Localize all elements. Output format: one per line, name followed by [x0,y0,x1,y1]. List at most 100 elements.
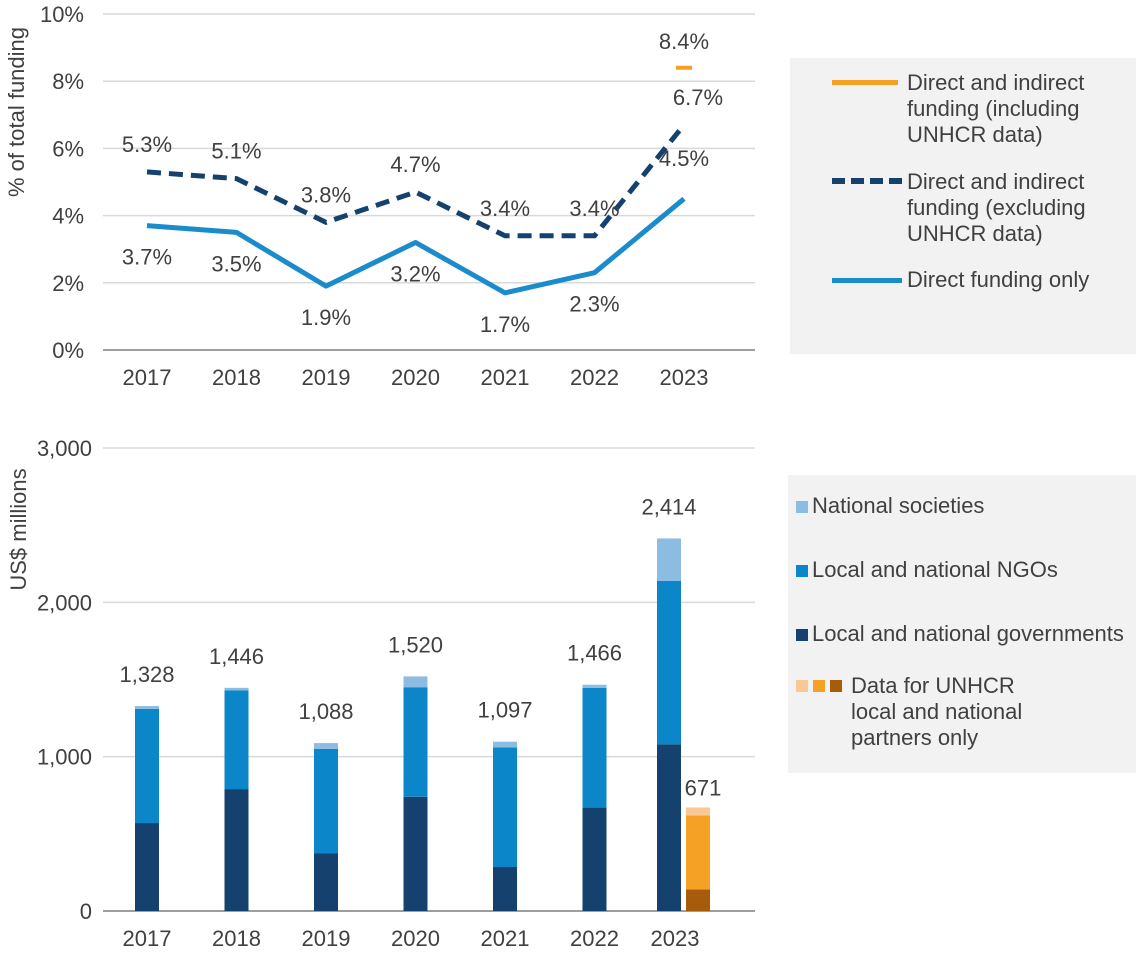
x-tick-label: 2021 [481,926,530,951]
x-tick-label: 2019 [302,365,351,390]
legend-item-unhcr: Data for UNHCR local and national partne… [851,673,1051,751]
total-label: 1,446 [209,644,264,669]
legend-label: Direct funding only [907,267,1090,292]
bar-segment [582,687,607,808]
y-tick-label: 8% [52,69,84,94]
legend-swatch-unhcr-dark [830,680,842,692]
y-tick-label: 4% [52,204,84,229]
bar-segment [493,741,517,748]
data-label: 8.4% [659,29,709,54]
total-label: 1,097 [477,698,532,723]
data-label: 3.7% [122,245,172,270]
legend-swatch-unhcr-mid [813,680,825,692]
bar-segment [314,853,338,911]
legend-label: National societies [812,493,985,518]
y-tick-label: 0 [80,899,92,924]
x-tick-label: 2023 [651,926,700,951]
legend-item-national-societies: National societies [812,493,1132,519]
bar-segment [224,789,249,911]
legend-label: Direct and indirect funding (excluding U… [907,169,1086,246]
x-tick-label: 2018 [212,365,261,390]
legend-swatch-governments [796,629,808,641]
line-legend: Direct and indirect funding (including U… [790,58,1136,354]
data-label: 3.4% [480,196,530,221]
legend-swatch-direct-funding [832,278,902,283]
data-label: 6.7% [673,85,723,110]
data-label: 3.4% [569,196,619,221]
data-label: 3.8% [301,182,351,207]
bar-segment [657,580,681,745]
data-label: 3.2% [390,261,440,286]
x-tick-label: 2023 [660,365,709,390]
total-label: 2,414 [641,494,696,519]
bar-segment [135,706,159,709]
bar-segment [582,807,607,911]
x-tick-label: 2019 [302,926,351,951]
unhcr-bar-segment [686,815,710,890]
y-tick-label: 6% [52,136,84,161]
bar-segment [314,743,338,749]
legend-label: Data for UNHCR local and national partne… [851,673,1023,750]
legend-item-direct-funding: Direct funding only [907,267,1122,293]
y-tick-label: 2% [52,271,84,296]
data-label: 4.5% [659,146,709,171]
y-tick-label: 0% [52,338,84,363]
total-label: 1,328 [119,662,174,687]
x-tick-label: 2021 [481,365,530,390]
legend-label: Direct and indirect funding (including U… [907,70,1085,147]
bar-segment [314,748,338,854]
legend-item-ngos: Local and national NGOs [812,557,1132,583]
bar-segment [403,676,428,688]
x-tick-label: 2022 [570,926,619,951]
y-tick-label: 3,000 [37,436,92,461]
bar-segment [657,744,681,911]
bar-segment [403,796,428,911]
x-tick-label: 2020 [391,926,440,951]
series-line [146,196,686,296]
bar-segment [135,823,159,911]
y-tick-label: 1,000 [37,745,92,770]
data-label: 5.1% [211,139,261,164]
data-label: 3.5% [211,251,261,276]
line-chart: 0% 2% 4% 6% 8% 10% 2017 2018 2019 2020 2021 2022 202… [4,2,755,390]
legend-item-governments: Local and national governments [812,621,1136,647]
legend-label: Local and national NGOs [812,557,1058,582]
x-tick-label: 2018 [212,926,261,951]
bar-segment [224,687,249,691]
legend-swatch-excluding-unhcr [832,178,902,184]
total-label: 1,466 [567,641,622,666]
y-axis-title: US$ millions [6,468,31,590]
total-label: 1,520 [388,632,443,657]
data-label: 1.7% [480,312,530,337]
legend-swatch-unhcr-light [796,680,808,692]
y-axis-title: % of total funding [4,27,29,197]
legend-swatch-ngos [796,565,808,577]
x-tick-label: 2022 [570,365,619,390]
bar-segment [657,538,681,581]
y-tick-label: 10% [40,2,84,27]
bar-legend: National societies Local and national NG… [788,475,1136,773]
unhcr-total-label: 671 [685,775,722,800]
legend-swatch-including-unhcr [832,80,898,85]
bar-segment [135,708,159,824]
unhcr-bar-segment [686,889,710,911]
bar-segment [224,690,249,790]
y-tick-label: 2,000 [37,590,92,615]
x-tick-label: 2020 [391,365,440,390]
data-label: 4.7% [390,152,440,177]
legend-item-including-unhcr: Direct and indirect funding (including U… [907,70,1122,148]
total-label: 1,088 [298,699,353,724]
legend-label: Local and national governments [812,621,1124,646]
data-label: 2.3% [569,292,619,317]
unhcr-bar-segment [686,807,710,816]
data-label: 1.9% [301,305,351,330]
legend-swatch-national-societies [796,501,808,513]
x-tick-label: 2017 [123,926,172,951]
stacked-bar-chart: 0 1,000 2,000 3,000 2017 2018 2019 2020 2021 2022… [6,436,755,951]
x-tick-label: 2017 [123,365,172,390]
bar-segment [493,747,517,868]
series-line [146,123,686,239]
legend-item-excluding-unhcr: Direct and indirect funding (excluding U… [907,169,1122,247]
bar-segment [493,867,517,911]
